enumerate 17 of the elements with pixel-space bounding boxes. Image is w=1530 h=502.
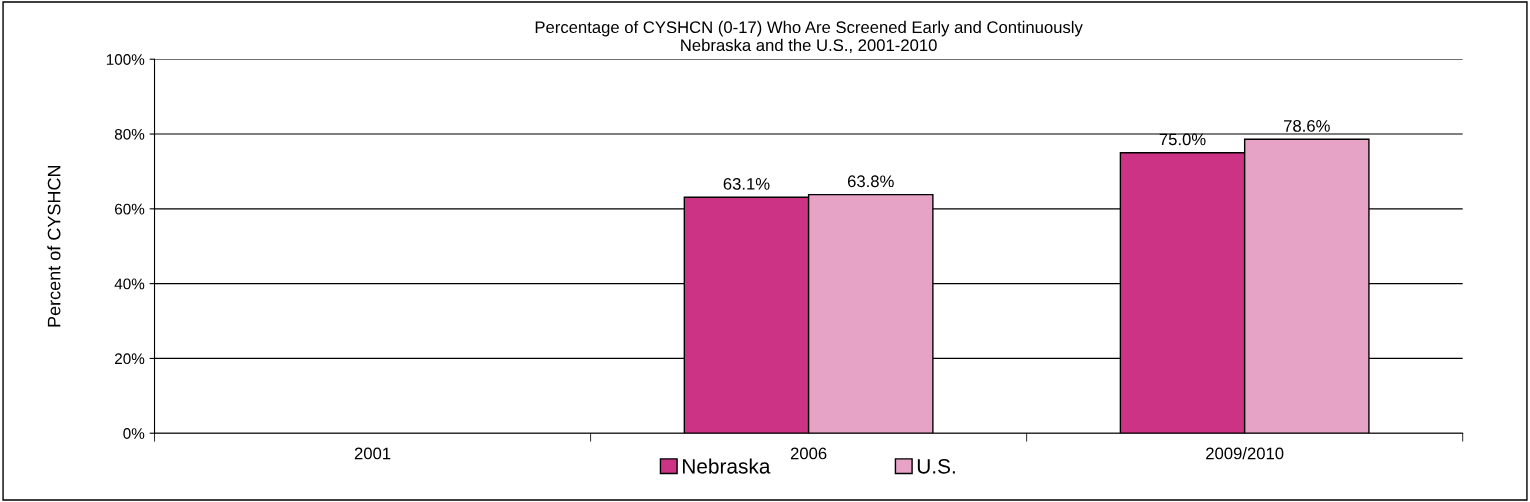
legend-label: U.S. [917, 458, 955, 474]
x-tick-label: 2001 [354, 447, 391, 460]
data-label: 78.6% [1284, 120, 1330, 132]
data-label: 75.0% [1159, 133, 1206, 146]
y-axis-title: Percent of CYSHCN [47, 165, 61, 327]
data-label: 63.8% [847, 175, 894, 188]
y-tick-label: 20% [115, 353, 145, 365]
x-tick-label: 2006 [790, 447, 827, 460]
y-tick-label: 100% [106, 54, 145, 65]
y-tick-label: 60% [115, 203, 145, 215]
data-label: 63.1% [723, 177, 770, 190]
chart-title: Percentage of CYSHCN (0-17) Who Are Screened Early and Continuously Nebraska and the U.S., 2001-2010 [535, 20, 1083, 54]
y-tick-label: 80% [114, 128, 145, 140]
y-tick-label: 0% [123, 428, 145, 439]
y-tick-label: 40% [114, 278, 145, 290]
x-tick-label: 2009/2010 [1206, 447, 1284, 460]
legend-label: Nebraska [682, 458, 771, 474]
